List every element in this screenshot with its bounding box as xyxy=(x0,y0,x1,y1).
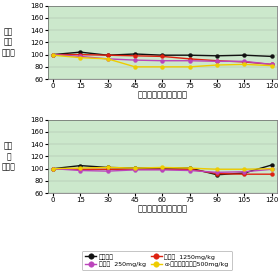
Y-axis label: 心拍
数
（％）: 心拍 数 （％） xyxy=(2,142,15,171)
X-axis label: 投与経過後時間（分）: 投与経過後時間（分） xyxy=(137,91,187,100)
Y-axis label: 平均
血圧
（％）: 平均 血圧 （％） xyxy=(2,27,15,57)
X-axis label: 投与経過後時間（分）: 投与経過後時間（分） xyxy=(137,205,187,214)
Legend: 注射用水, ヒハツ  250mg/kg, ヒハツ  1250mg/kg, α-トコフェロール500mg/kg: 注射用水, ヒハツ 250mg/kg, ヒハツ 1250mg/kg, α-トコフ… xyxy=(82,251,232,270)
